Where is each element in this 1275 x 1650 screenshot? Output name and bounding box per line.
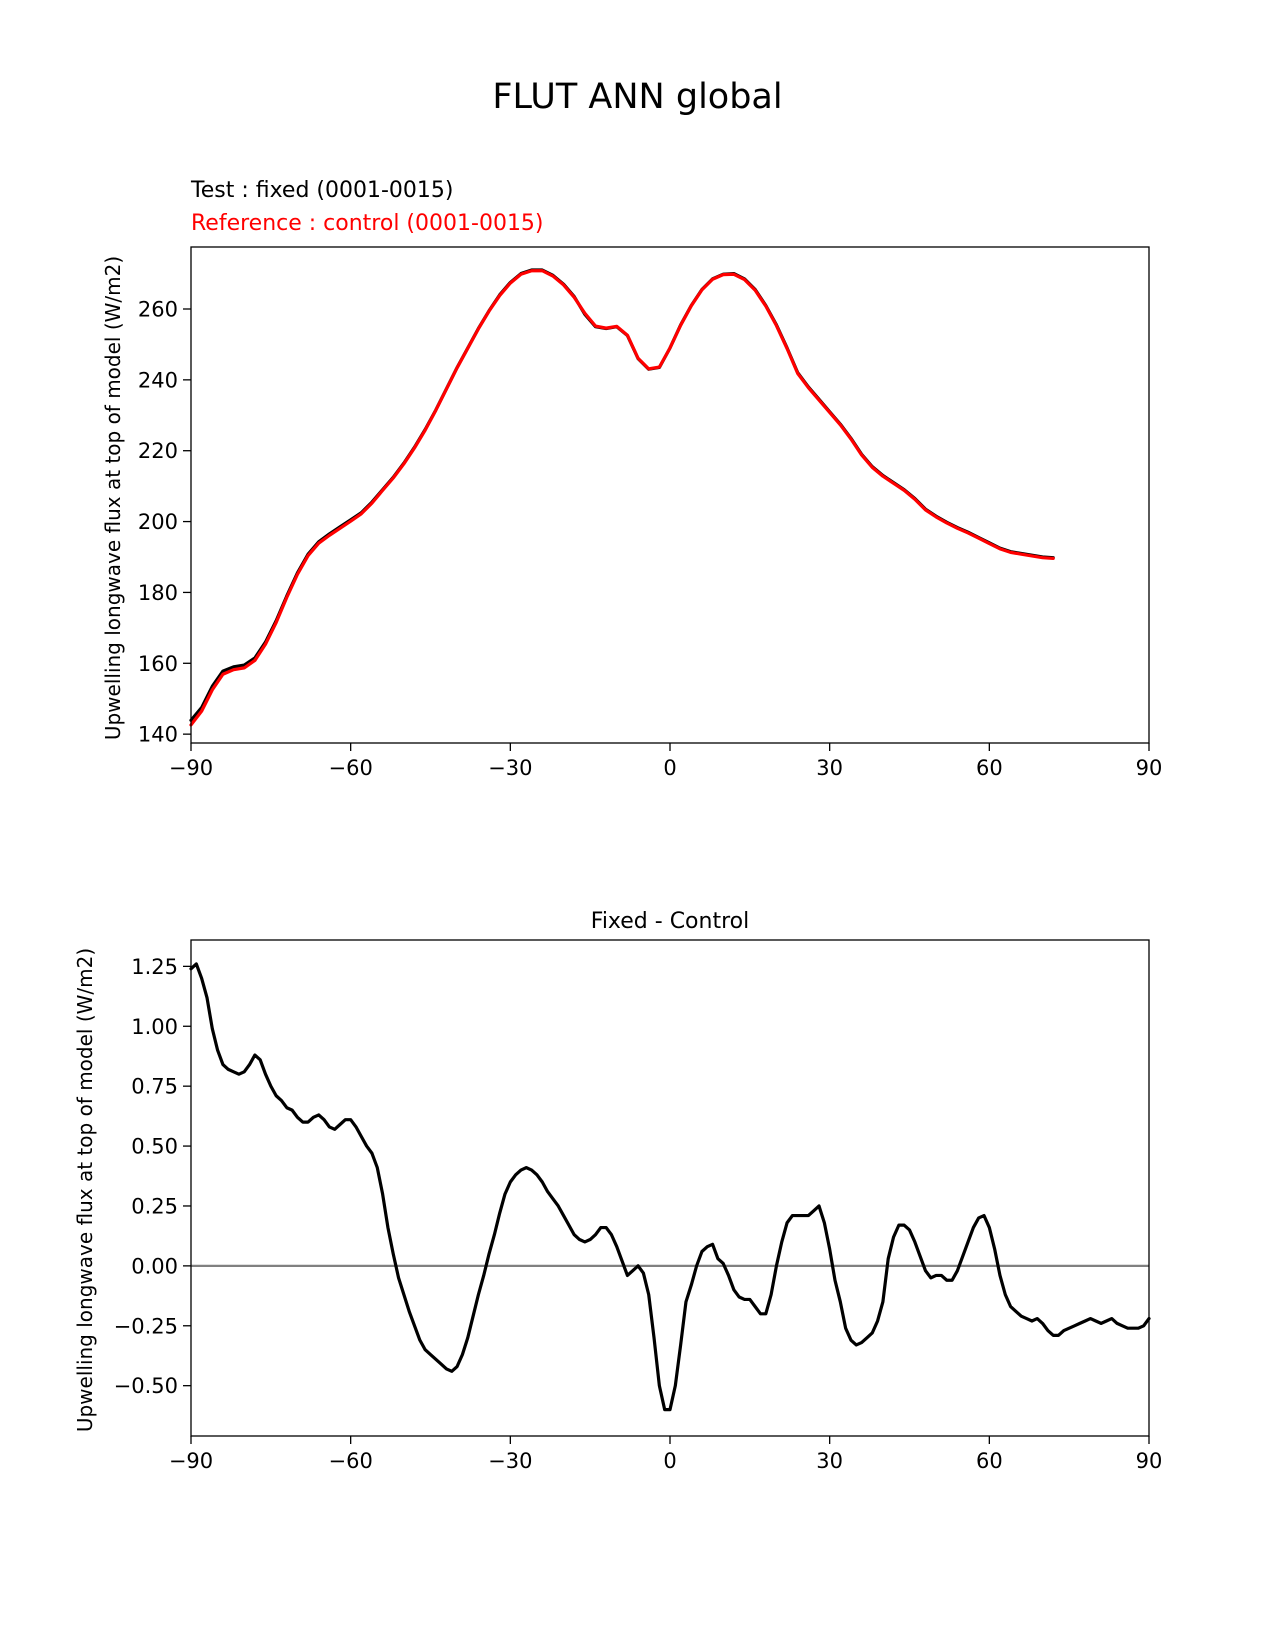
bottom-x-tick-label: 0 bbox=[663, 1449, 676, 1473]
top-x-tick-label: −30 bbox=[488, 756, 532, 780]
top-x-tick-label: 0 bbox=[663, 756, 676, 780]
test-subtitle: Test : fixed (0001-0015) bbox=[190, 178, 454, 203]
top-series-line-2 bbox=[189, 269, 1055, 727]
bottom-x-tick-label: −90 bbox=[169, 1449, 213, 1473]
top-y-tick-label: 220 bbox=[138, 439, 178, 463]
bottom-x-tick-label: 30 bbox=[816, 1449, 843, 1473]
bottom-y-tick-label: 1.00 bbox=[131, 1015, 178, 1039]
bottom-y-tick-label: −0.50 bbox=[114, 1374, 178, 1398]
top-y-tick-label: 180 bbox=[138, 581, 178, 605]
top-y-axis-label: Upwelling longwave flux at top of model … bbox=[101, 256, 125, 740]
reference-subtitle: Reference : control (0001-0015) bbox=[191, 211, 544, 236]
top-y-tick-label: 160 bbox=[138, 652, 178, 676]
difference-line-chart: Fixed - Control Upwelling longwave flux … bbox=[73, 909, 1162, 1473]
bottom-y-tick-label: 0.00 bbox=[131, 1254, 178, 1278]
figure-title: FLUT ANN global bbox=[492, 77, 782, 117]
top-y-tick-label: 200 bbox=[138, 510, 178, 534]
top-y-tick-label: 140 bbox=[138, 723, 178, 747]
top-x-tick-label: −60 bbox=[329, 756, 373, 780]
top-x-tick-label: 60 bbox=[976, 756, 1003, 780]
top-y-tick-label: 260 bbox=[138, 298, 178, 322]
bottom-y-tick-label: 1.25 bbox=[131, 955, 178, 979]
bottom-y-axis-label: Upwelling longwave flux at top of model … bbox=[73, 948, 97, 1432]
bottom-y-tick-label: 0.50 bbox=[131, 1135, 178, 1159]
top-line-chart: Test : fixed (0001-0015) Reference : con… bbox=[101, 178, 1162, 780]
bottom-x-tick-label: 90 bbox=[1136, 1449, 1163, 1473]
top-x-tick-label: 30 bbox=[816, 756, 843, 780]
difference-title: Fixed - Control bbox=[591, 909, 749, 934]
bottom-x-tick-label: 60 bbox=[976, 1449, 1003, 1473]
top-x-tick-label: −90 bbox=[169, 756, 213, 780]
bottom-y-tick-label: 0.75 bbox=[131, 1075, 178, 1099]
bottom-y-tick-label: −0.25 bbox=[114, 1314, 178, 1338]
bottom-series-line-1 bbox=[189, 962, 1151, 1412]
bottom-y-tick-label: 0.25 bbox=[131, 1194, 178, 1218]
bottom-x-tick-label: −60 bbox=[329, 1449, 373, 1473]
top-y-tick-label: 240 bbox=[138, 368, 178, 392]
bottom-x-tick-label: −30 bbox=[488, 1449, 532, 1473]
top-x-tick-label: 90 bbox=[1136, 756, 1163, 780]
